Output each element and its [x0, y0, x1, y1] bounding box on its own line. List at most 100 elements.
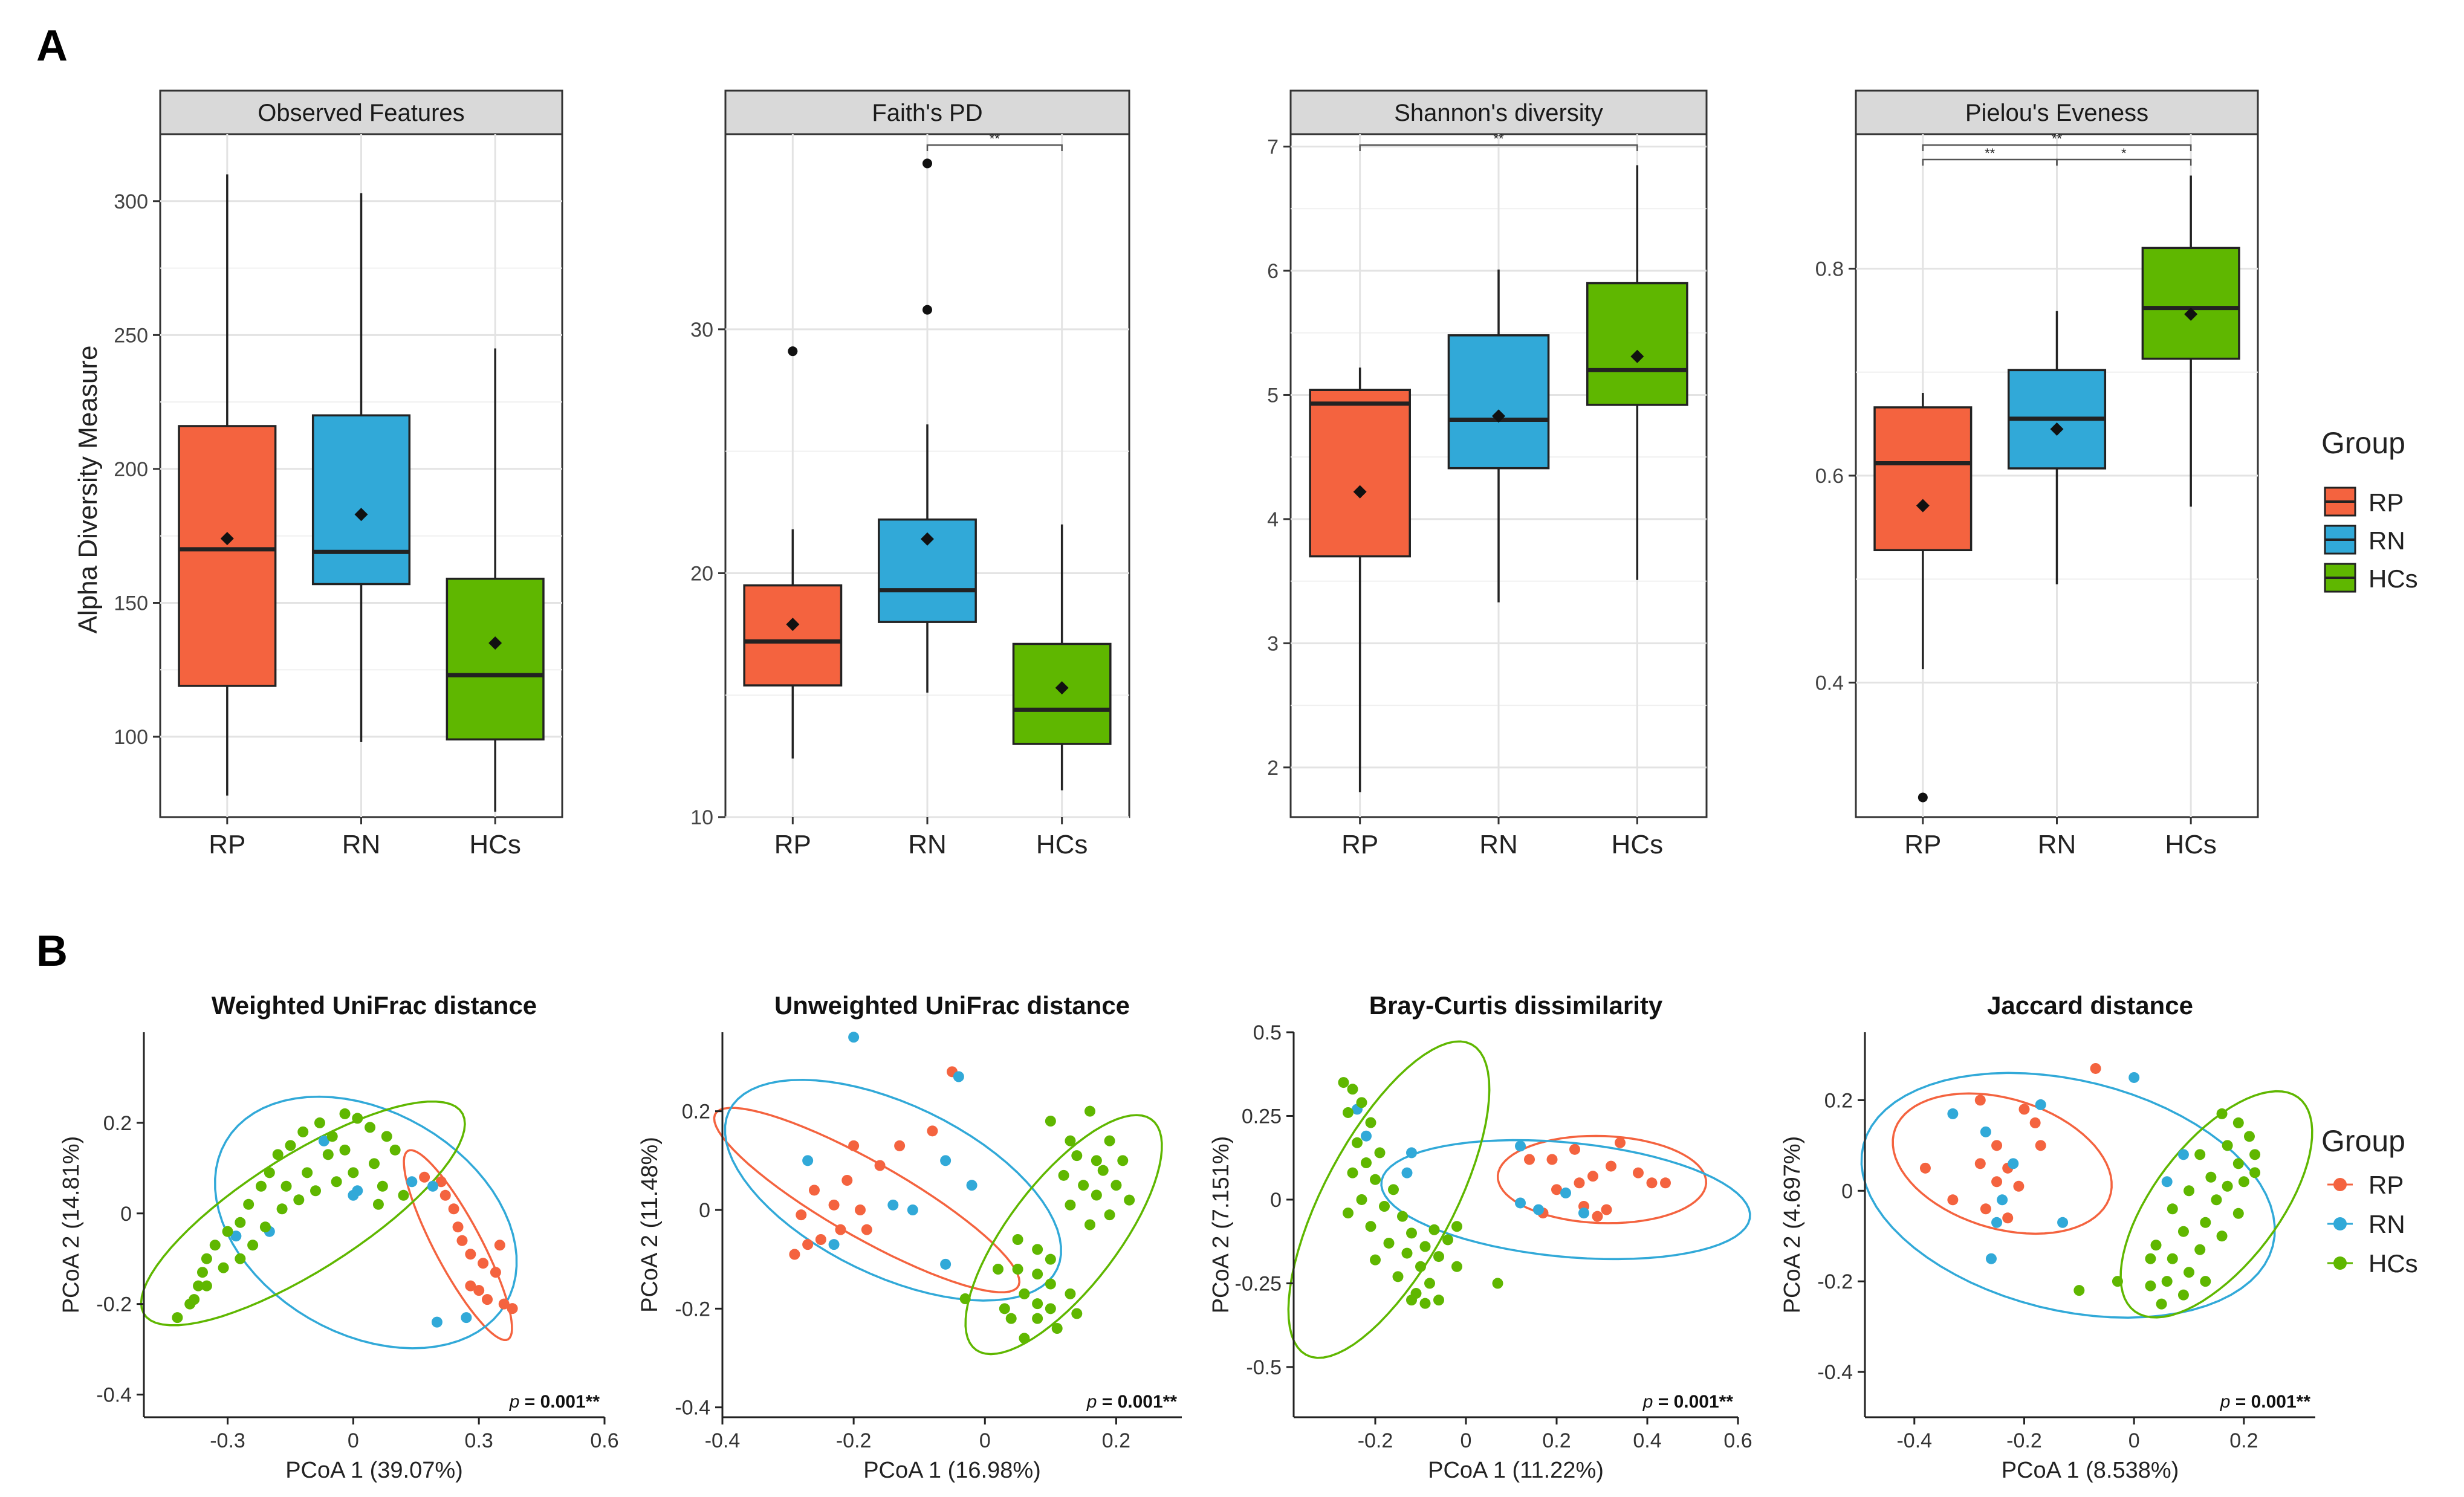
pcoa-unweighted-unifrac-distance-ytick-label: 0 — [699, 1199, 710, 1222]
box-observed-features-ytick-label: 250 — [114, 324, 148, 347]
pcoa-weighted-unifrac-distance-ytick-label: -0.2 — [96, 1293, 132, 1316]
pcoa-jaccard-distance-point-hcs — [2167, 1253, 2178, 1264]
pcoa-unweighted-unifrac-distance-point-rp — [861, 1224, 872, 1235]
pcoa-jaccard-distance-point-hcs — [2205, 1171, 2217, 1183]
pcoa-unweighted-unifrac-distance-point-hcs — [1104, 1209, 1115, 1221]
pcoa-jaccard-distance-point-hcs — [2177, 1289, 2189, 1301]
pcoa-weighted-unifrac-distance-xlabel: PCoA 1 (39.07%) — [285, 1458, 463, 1483]
pcoa-unweighted-unifrac-distance-point-rn — [966, 1180, 977, 1191]
pcoa-weighted-unifrac-distance-xtick-label: 0.6 — [590, 1429, 618, 1452]
pcoa-bray-curtis-dissimilarity-point-hcs — [1379, 1201, 1390, 1212]
box-observed-features-hcs-mean-marker — [488, 636, 502, 650]
legend-a-rn-label: RN — [2368, 526, 2405, 555]
pcoa-weighted-unifrac-distance-p-symbol: p — [509, 1392, 525, 1412]
pcoa-unweighted-unifrac-distance-point-rp — [815, 1234, 826, 1245]
box-faith-s-pd-ytick-label: 20 — [690, 562, 713, 585]
box-faith-s-pd-title: Faith's PD — [872, 100, 982, 126]
pcoa-jaccard-distance-point-rp — [2013, 1180, 2025, 1192]
pcoa-weighted-unifrac-distance-point-rp — [507, 1303, 518, 1314]
pcoa-weighted-unifrac-distance-point-hcs — [389, 1144, 401, 1156]
box-observed-features-strip — [159, 89, 563, 135]
pcoa-jaccard-distance-point-rp — [1991, 1176, 2003, 1188]
box-shannon-s-diversity-ytick-label: 2 — [1267, 757, 1279, 780]
box-pielou-s-eveness-ytick-label: 0.4 — [1815, 671, 1844, 694]
pcoa-jaccard-distance-xtick-label: 0 — [2128, 1429, 2140, 1452]
legend-b-rp-marker — [2333, 1178, 2347, 1191]
pcoa-unweighted-unifrac-distance-point-rn — [940, 1258, 952, 1270]
pcoa-jaccard-distance-title: Jaccard distance — [1987, 991, 2193, 1020]
pcoa-unweighted-unifrac-distance-point-hcs — [1117, 1155, 1129, 1166]
legend-a-hcs: HCs — [2324, 563, 2418, 593]
pcoa-jaccard-distance-point-hcs — [2243, 1131, 2255, 1142]
pcoa-bray-curtis-dissimilarity-point-rp — [1551, 1184, 1562, 1195]
pcoa-bray-curtis-dissimilarity-xlabel: PCoA 1 (11.22%) — [1428, 1458, 1604, 1483]
pcoa-jaccard-distance-point-hcs — [2184, 1267, 2195, 1278]
pcoa-weighted-unifrac-distance-point-hcs — [255, 1180, 267, 1192]
pcoa-unweighted-unifrac-distance-point-hcs — [1091, 1189, 1102, 1201]
pcoa-unweighted-unifrac-distance-point-hcs — [1065, 1135, 1076, 1146]
pcoa-jaccard-distance-ellipse-hcs — [2119, 1090, 2313, 1319]
pcoa-jaccard-distance-ellipse-rp — [1892, 1092, 2113, 1235]
box-faith-s-pd-sig-bracket — [926, 144, 1063, 151]
pcoa-weighted-unifrac-distance-point-hcs — [339, 1108, 351, 1119]
pcoa-bray-curtis-dissimilarity-point-hcs — [1406, 1295, 1417, 1306]
box-observed-features-rp-box — [178, 425, 277, 687]
pcoa-weighted-unifrac-distance-point-hcs — [247, 1240, 259, 1251]
pcoa-bray-curtis-dissimilarity-point-rp — [1587, 1171, 1598, 1182]
box-pielou-s-eveness-sig-label: ** — [1985, 146, 1996, 161]
pcoa-unweighted-unifrac-distance-point-hcs — [1097, 1165, 1109, 1176]
box-faith-s-pd-ytick-label: 30 — [690, 318, 713, 341]
pcoa-bray-curtis-dissimilarity-point-rn — [1560, 1187, 1571, 1198]
pcoa-bray-curtis-dissimilarity-p-value-text: = 0.001** — [1658, 1392, 1734, 1412]
pcoa-jaccard-distance-p-value: p = 0.001** — [2220, 1392, 2311, 1412]
panel-a-label: A — [36, 22, 68, 70]
pcoa-bray-curtis-dissimilarity-point-hcs — [1451, 1261, 1462, 1272]
pcoa-unweighted-unifrac-distance-xtick-label: 0.2 — [1102, 1429, 1130, 1452]
pcoa-bray-curtis-dissimilarity-point-rp — [1524, 1154, 1535, 1165]
pcoa-weighted-unifrac-distance-point-hcs — [398, 1189, 409, 1201]
pcoa-weighted-unifrac-distance-point-rp — [478, 1258, 489, 1269]
legend-a: Group RP RN HCs — [2321, 426, 2418, 593]
pcoa-bray-curtis-dissimilarity-point-rn — [1515, 1140, 1526, 1152]
box-faith-s-pd-xtick-label: HCs — [1036, 830, 1088, 859]
pcoa-jaccard-distance-point-rp — [2029, 1117, 2041, 1128]
pcoa-weighted-unifrac-distance-ytick-label: 0.2 — [103, 1112, 132, 1135]
pcoa-bray-curtis-dissimilarity-title: Bray-Curtis dissimilarity — [1369, 991, 1663, 1020]
pcoa-jaccard-distance-point-hcs — [2216, 1230, 2228, 1242]
pcoa-jaccard-distance-point-hcs — [2249, 1149, 2261, 1160]
box-shannon-s-diversity-rp-mean-marker — [1353, 485, 1367, 499]
pcoa-weighted-unifrac-distance-point-hcs — [259, 1221, 271, 1233]
pcoa-unweighted-unifrac-distance-xtick-label: -0.2 — [836, 1429, 872, 1452]
box-shannon-s-diversity-ytick-label: 3 — [1267, 632, 1279, 655]
pcoa-weighted-unifrac-distance-xtick-label: -0.3 — [210, 1429, 245, 1452]
pcoa-bray-curtis-dissimilarity-point-hcs — [1347, 1167, 1358, 1179]
pcoa-unweighted-unifrac-distance-point-rp — [809, 1185, 820, 1196]
pcoa-weighted-unifrac-distance-point-rp — [465, 1280, 476, 1292]
pcoa-bray-curtis-dissimilarity-point-hcs — [1365, 1221, 1376, 1232]
pcoa-bray-curtis-dissimilarity-xtick-label: 0.4 — [1633, 1429, 1661, 1452]
pcoa-unweighted-unifrac-distance-point-hcs — [1032, 1313, 1043, 1324]
pcoa-jaccard-distance-ytick-label: 0.2 — [1824, 1089, 1853, 1112]
pcoa-bray-curtis-dissimilarity-ellipse-hcs — [1287, 1040, 1491, 1359]
pcoa-jaccard-distance-p-value-text: = 0.001** — [2235, 1392, 2311, 1412]
pcoa-unweighted-unifrac-distance-point-hcs — [1012, 1234, 1023, 1245]
pcoa-bray-curtis-dissimilarity-point-hcs — [1433, 1295, 1444, 1306]
pcoa-bray-curtis-dissimilarity-point-hcs — [1397, 1211, 1408, 1222]
pcoa-unweighted-unifrac-distance-point-rn — [953, 1071, 964, 1082]
pcoa-jaccard-distance-point-hcs — [2200, 1217, 2211, 1228]
box-shannon-s-diversity-xtick-label: RP — [1341, 830, 1378, 859]
pcoa-jaccard-distance-point-rp — [1947, 1194, 1959, 1206]
pcoa-bray-curtis-dissimilarity-ellipse-rp — [1496, 1134, 1708, 1224]
pcoa-weighted-unifrac-distance-point-hcs — [310, 1185, 322, 1197]
pcoa-weighted-unifrac-distance-point-rn — [427, 1180, 438, 1192]
box-shannon-s-diversity-rp-box — [1309, 389, 1411, 558]
pcoa-bray-curtis-dissimilarity: Bray-Curtis dissimilarity -0.5 -0.25 0 0.25 0… — [1208, 991, 1752, 1483]
pcoa-unweighted-unifrac-distance-point-rn — [828, 1239, 840, 1250]
pcoa-weighted-unifrac-distance-point-hcs — [218, 1262, 229, 1273]
alpha-ylabel: Alpha Diversity Measure — [73, 346, 103, 634]
pcoa-bray-curtis-dissimilarity-xtick-label: 0.2 — [1542, 1429, 1571, 1452]
pcoa-jaccard-distance-ytick-label: 0 — [1841, 1180, 1853, 1203]
pcoa-jaccard-distance-point-hcs — [2112, 1276, 2123, 1287]
box-observed-features-rp-mean-marker — [220, 532, 234, 546]
pcoa-weighted-unifrac-distance-point-rn — [318, 1135, 329, 1146]
